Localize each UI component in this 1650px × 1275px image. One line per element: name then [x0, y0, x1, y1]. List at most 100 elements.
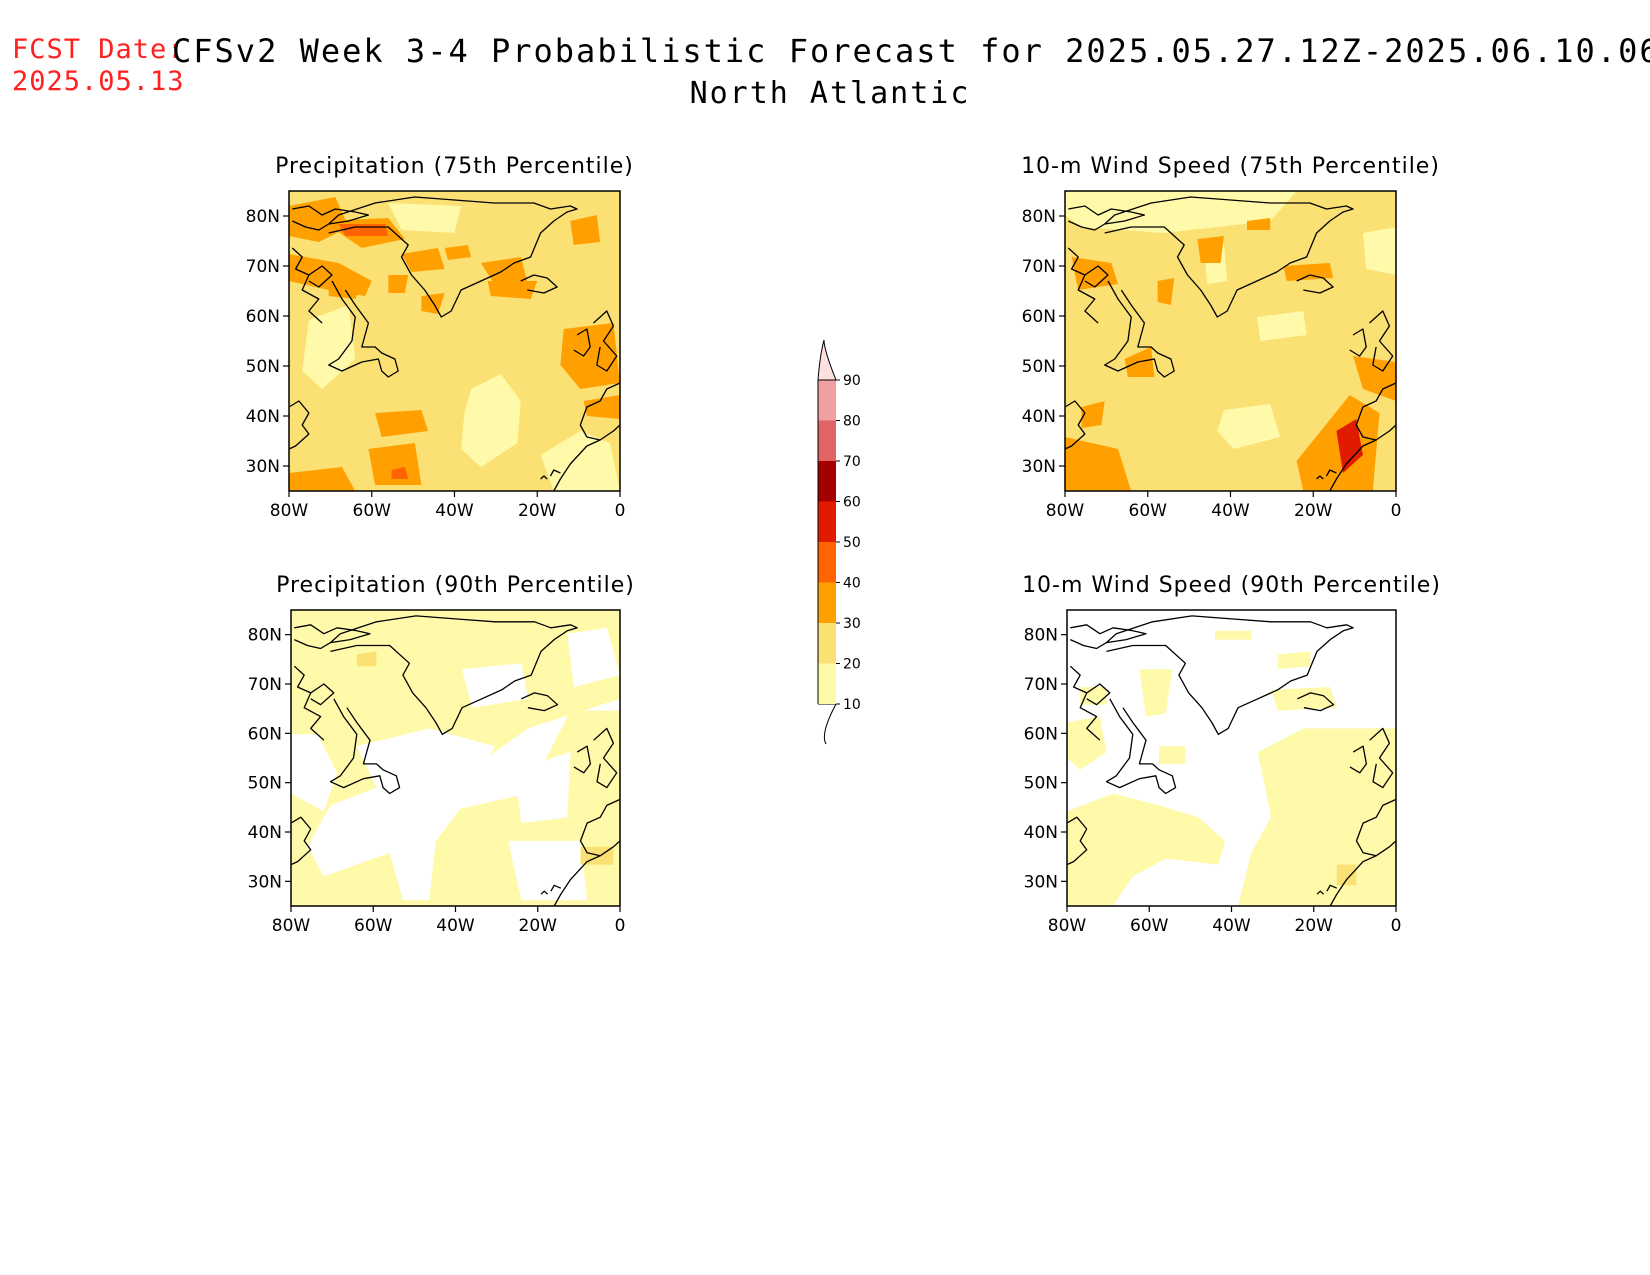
coastline	[1355, 798, 1397, 857]
probability-contour-fill	[1247, 218, 1271, 230]
probability-contour-fill	[580, 846, 614, 865]
colorbar-label: 40	[843, 576, 861, 592]
probability-contour-fill	[1238, 728, 1396, 906]
probability-contour-fill	[1065, 191, 1297, 233]
coastline	[290, 816, 312, 866]
lon-tick-label: 0	[1391, 501, 1402, 521]
probability-contour-fill	[444, 245, 472, 260]
probability-contour-fill	[1159, 746, 1186, 764]
coastline	[550, 884, 562, 892]
lat-tick-label: 60N	[1024, 724, 1058, 744]
coastline	[294, 624, 371, 650]
colorbar-label: 10	[843, 697, 861, 713]
coastline	[549, 469, 561, 477]
coastline	[579, 798, 621, 857]
colorbar-segment	[818, 501, 836, 542]
probability-contour-fill	[328, 281, 362, 299]
probability-contour-fill	[462, 663, 528, 708]
coastline	[573, 745, 592, 774]
probability-contour-fill	[375, 410, 428, 437]
lat-tick-label: 40N	[1024, 823, 1058, 843]
coastline	[521, 692, 559, 712]
lon-tick-label: 40W	[1211, 501, 1250, 521]
probability-contour-fill	[391, 467, 409, 479]
coastline	[328, 196, 578, 318]
coastline	[330, 615, 578, 735]
probability-contour-fill	[1065, 437, 1132, 491]
coastline	[1067, 247, 1099, 324]
probability-contour-fill	[401, 248, 445, 272]
coastline	[520, 274, 558, 294]
coastline	[1369, 310, 1394, 372]
probability-contour-fill	[289, 197, 349, 242]
map-panel-4: 10-m Wind Speed (90th Percentile) 80N 70N 6…	[1022, 573, 1440, 936]
coastline	[1325, 469, 1337, 477]
coastline	[1316, 475, 1324, 480]
coastline	[573, 328, 591, 357]
colorbar-segment	[818, 663, 836, 704]
colorbar-lower-extension	[818, 703, 837, 745]
probability-contour-fill	[1197, 236, 1224, 263]
coastline	[1084, 265, 1109, 288]
probability-contour-fill	[583, 395, 620, 419]
lon-tick-label: 0	[1391, 916, 1402, 936]
probability-contour-fill	[1081, 401, 1105, 428]
colorbar-label: 30	[843, 616, 861, 632]
coastline	[1329, 439, 1377, 492]
lon-tick-label: 60W	[354, 916, 393, 936]
panel-title: Precipitation (75th Percentile)	[275, 154, 634, 179]
lat-tick-label: 70N	[1024, 675, 1058, 695]
probability-contour-fill	[289, 191, 620, 491]
coastline	[1296, 274, 1334, 294]
coastline	[1070, 624, 1147, 650]
coastline	[1329, 855, 1377, 907]
colorbar-segment	[818, 623, 836, 664]
lat-tick-label: 40N	[246, 407, 280, 427]
probability-contour-fill	[388, 275, 409, 293]
probability-contour-fill	[514, 752, 571, 824]
lat-tick-label: 70N	[1022, 257, 1056, 277]
probability-contour-fill	[508, 840, 588, 901]
coastline	[1349, 745, 1368, 774]
colorbar-label: 80	[843, 414, 861, 430]
probability-contour-fill	[356, 651, 377, 667]
colorbar-label: 50	[843, 535, 861, 551]
main-title: CFSv2 Week 3-4 Probabilistic Forecast fo…	[172, 32, 1650, 70]
lat-tick-label: 60N	[248, 724, 282, 744]
probability-contour-fill	[289, 467, 356, 491]
lon-tick-label: 80W	[272, 916, 311, 936]
coastline	[553, 439, 601, 492]
colorbar: 10 20 30 40 50 60 70 80 90	[817, 339, 861, 745]
probability-contour-fill	[338, 224, 389, 236]
coastline	[1106, 615, 1354, 735]
probability-contour-fill	[540, 431, 620, 491]
probability-contour-fill	[1215, 630, 1252, 640]
probability-contour-fill	[567, 627, 620, 687]
probability-contour-fill	[1271, 687, 1337, 711]
coastline	[1104, 280, 1175, 378]
colorbar-segment	[818, 582, 836, 623]
lat-tick-label: 50N	[1022, 357, 1056, 377]
coastline	[292, 205, 370, 231]
probability-contour-fill	[1139, 669, 1173, 717]
lat-tick-label: 80N	[248, 626, 282, 646]
lat-tick-label: 30N	[1024, 872, 1058, 892]
probability-contour-fill	[461, 374, 521, 467]
lon-tick-label: 0	[615, 916, 626, 936]
coastline	[1086, 683, 1111, 706]
coastline	[1069, 665, 1101, 741]
coastline	[1369, 727, 1394, 789]
panel-title: 10-m Wind Speed (75th Percentile)	[1021, 154, 1440, 179]
coastline	[310, 683, 335, 706]
lon-tick-label: 40W	[436, 916, 475, 936]
lat-tick-label: 60N	[246, 307, 280, 327]
lat-tick-label: 50N	[246, 357, 280, 377]
coastline	[1105, 698, 1177, 795]
lat-tick-label: 50N	[248, 774, 282, 794]
lat-tick-label: 80N	[1024, 626, 1058, 646]
lon-tick-label: 40W	[1212, 916, 1251, 936]
coastline	[1326, 884, 1338, 892]
forecast-date-value: 2025.05.13	[12, 66, 185, 97]
lat-tick-label: 70N	[248, 675, 282, 695]
